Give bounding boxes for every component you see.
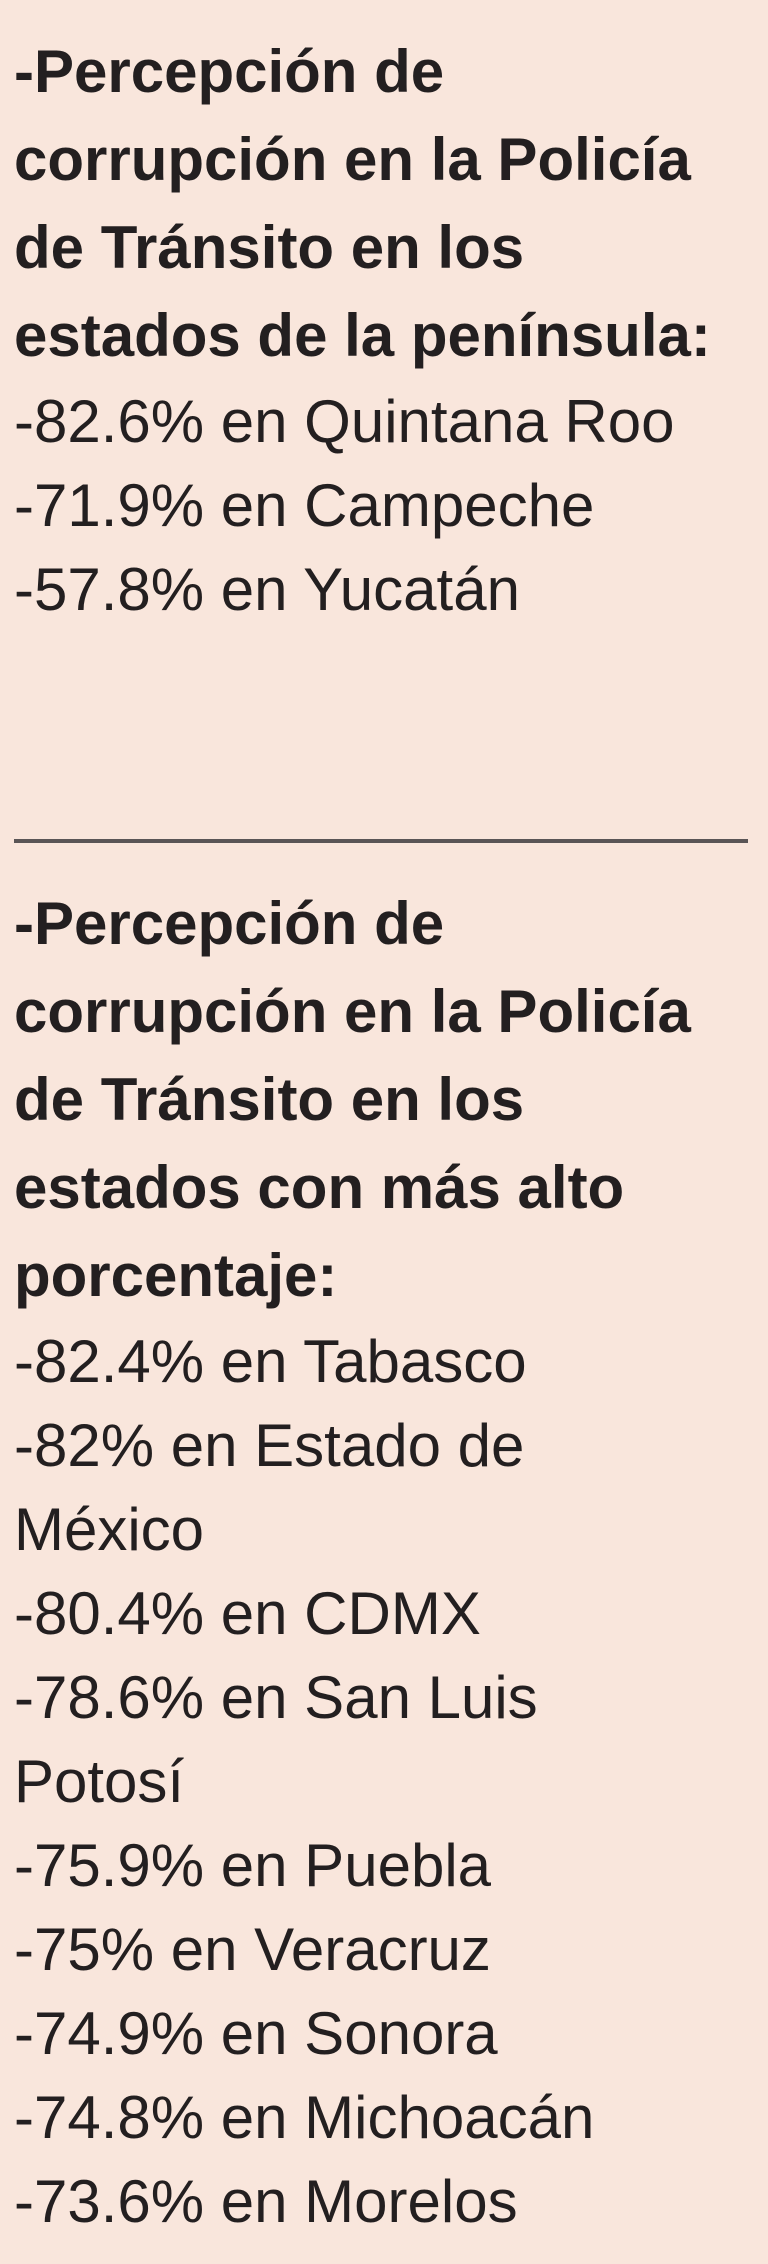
highest-section: -Percepción de corrupción en la Policía …: [14, 880, 754, 2244]
highest-list: -82.4% en Tabasco -82% en Estado de Méxi…: [14, 1320, 714, 2244]
list-item: -82.6% en Quintana Roo: [14, 388, 675, 455]
list-item: -75.9% en Puebla: [14, 1832, 492, 1899]
peninsula-section: -Percepción de corrupción en la Policía …: [14, 28, 754, 632]
list-item: -82% en Estado de México: [14, 1412, 525, 1563]
list-item: -80.4% en CDMX: [14, 1580, 481, 1647]
list-item: -73.6% en Morelos: [14, 2168, 518, 2235]
highest-heading: -Percepción de corrupción en la Policía …: [14, 890, 691, 1309]
list-item: -74.9% en Sonora: [14, 2000, 498, 2067]
list-item: -75% en Veracruz: [14, 1916, 491, 1983]
list-item: -82.4% en Tabasco: [14, 1328, 527, 1395]
list-item: -74.8% en Michoacán: [14, 2084, 595, 2151]
peninsula-list: -82.6% en Quintana Roo -71.9% en Campech…: [14, 380, 714, 632]
list-item: -78.6% en San Luis Potosí: [14, 1664, 538, 1815]
peninsula-heading: -Percepción de corrupción en la Policía …: [14, 38, 711, 369]
list-item: -57.8% en Yucatán: [14, 556, 520, 623]
list-item: -71.9% en Campeche: [14, 472, 595, 539]
section-divider: [14, 839, 748, 843]
